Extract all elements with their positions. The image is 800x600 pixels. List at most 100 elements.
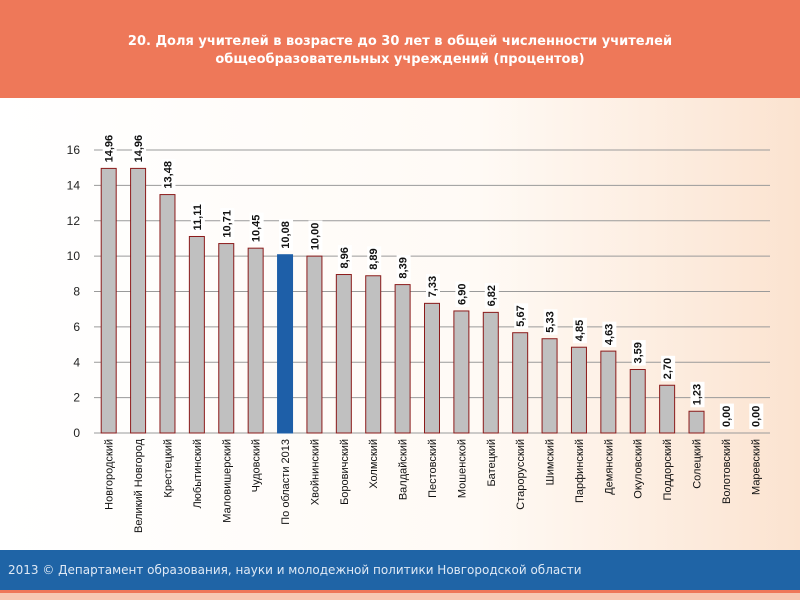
value-label: 8,89 bbox=[368, 248, 380, 269]
bar bbox=[100, 167, 117, 434]
value-label-group: 10,00 bbox=[308, 220, 323, 253]
value-label-group: 2,70 bbox=[661, 355, 676, 382]
value-label-box bbox=[572, 317, 587, 344]
bar bbox=[218, 243, 235, 434]
value-label-box bbox=[279, 219, 294, 251]
value-label-box bbox=[190, 202, 205, 233]
bar bbox=[600, 350, 617, 434]
category-label: Волотовский bbox=[721, 439, 733, 504]
value-label-group: 10,08 bbox=[279, 219, 294, 251]
value-label-group: 14,96 bbox=[132, 132, 147, 165]
value-label: 10,08 bbox=[280, 221, 292, 249]
bar bbox=[277, 254, 294, 434]
value-label-box bbox=[631, 340, 646, 366]
value-label: 6,90 bbox=[456, 284, 468, 305]
category-label: Боровичский bbox=[339, 439, 351, 505]
category-label: Маловишерский bbox=[221, 439, 233, 523]
value-label-group: 4,85 bbox=[572, 317, 587, 344]
value-label-group: 0,00 bbox=[749, 403, 764, 429]
value-label: 5,67 bbox=[515, 305, 527, 326]
value-label: 10,00 bbox=[309, 223, 321, 251]
category-label: Мошенской bbox=[456, 439, 468, 498]
category-label: Валдайский bbox=[398, 439, 410, 500]
bar bbox=[541, 338, 558, 434]
value-label-group: 3,59 bbox=[631, 340, 646, 366]
bar bbox=[306, 255, 323, 434]
bar-chart: 0 2 4 6 8 10 12 14 16 14,96 Новгородский 14,96 Велик… bbox=[67, 132, 770, 533]
bar bbox=[159, 194, 176, 434]
bar bbox=[394, 284, 411, 434]
category-label: Пестовский bbox=[427, 439, 439, 498]
category-label: Новгородский bbox=[104, 439, 116, 510]
category-label: Хвойнинский bbox=[309, 439, 321, 505]
y-tick-label: 16 bbox=[67, 143, 81, 157]
value-label-group: 8,39 bbox=[396, 255, 411, 281]
y-tick-label: 6 bbox=[73, 320, 80, 334]
category-label: Холмский bbox=[368, 439, 380, 489]
value-label: 7,33 bbox=[427, 276, 439, 297]
value-label: 0,00 bbox=[750, 406, 762, 427]
bar bbox=[688, 410, 705, 434]
value-label-box bbox=[337, 245, 352, 271]
bar bbox=[629, 369, 646, 434]
footer-bar: 2013 © Департамент образования, науки и … bbox=[0, 550, 800, 590]
category-label: Великий Новгород bbox=[133, 438, 145, 533]
y-tick-label: 8 bbox=[73, 285, 80, 299]
value-label-box bbox=[749, 403, 764, 429]
bar bbox=[512, 332, 529, 434]
chart-title-line2: общеобразовательных учреждений (проценто… bbox=[215, 52, 585, 67]
chart-title-line1: 20. Доля учителей в возрасте до 30 лет в… bbox=[127, 34, 673, 49]
bar bbox=[130, 167, 147, 434]
value-label-group: 7,33 bbox=[426, 273, 440, 300]
y-tick-label: 10 bbox=[67, 249, 81, 263]
value-label-group: 6,90 bbox=[455, 281, 470, 307]
value-label: 10,45 bbox=[251, 215, 263, 243]
footer-accent-line bbox=[0, 590, 800, 593]
value-label-box bbox=[161, 159, 176, 191]
value-label: 11,11 bbox=[192, 204, 204, 230]
category-label: Крестецкий bbox=[162, 439, 174, 498]
chart-panel: 0 2 4 6 8 10 12 14 16 14,96 Новгородский 14,96 Велик… bbox=[0, 98, 800, 550]
value-label-group: 8,89 bbox=[367, 246, 382, 272]
value-label-box bbox=[690, 381, 705, 408]
value-label-box bbox=[426, 273, 440, 300]
value-label-box bbox=[367, 246, 382, 272]
value-label-group: 11,11 bbox=[190, 202, 205, 233]
value-label-group: 6,82 bbox=[484, 282, 499, 309]
value-label-group: 14,96 bbox=[102, 132, 117, 165]
value-label-box bbox=[102, 132, 117, 165]
category-label: По области 2013 bbox=[280, 439, 292, 525]
y-tick-label: 2 bbox=[73, 391, 80, 405]
bar bbox=[570, 346, 587, 434]
value-label-box bbox=[543, 309, 558, 335]
category-label: Любытинский bbox=[192, 439, 204, 509]
value-label-group: 4,63 bbox=[602, 321, 617, 348]
category-label: Чудовский bbox=[251, 439, 263, 492]
value-label: 5,33 bbox=[545, 311, 557, 332]
value-label: 8,96 bbox=[339, 247, 351, 268]
value-label: 2,70 bbox=[662, 358, 674, 379]
value-label-box bbox=[484, 282, 499, 309]
y-tick-label: 0 bbox=[73, 426, 80, 440]
bar bbox=[365, 275, 382, 434]
header-banner: 20. Доля учителей в возрасте до 30 лет в… bbox=[0, 0, 800, 98]
value-label-box bbox=[308, 220, 323, 253]
bottom-strip bbox=[0, 593, 800, 600]
value-label-box bbox=[661, 355, 676, 382]
value-label-group: 5,33 bbox=[543, 309, 558, 335]
category-label: Демянский bbox=[603, 439, 615, 495]
value-label: 4,63 bbox=[603, 324, 615, 345]
value-label-group: 10,71 bbox=[220, 208, 235, 240]
value-label-group: 0,00 bbox=[719, 403, 734, 429]
value-label-box bbox=[602, 321, 617, 348]
chart-title: 20. Доля учителей в возрасте до 30 лет в… bbox=[60, 33, 740, 69]
category-label: Шимский bbox=[545, 439, 557, 485]
value-label-box bbox=[396, 255, 411, 281]
value-label-box bbox=[514, 303, 529, 329]
category-label: Солецкий bbox=[692, 439, 704, 489]
value-label-group: 1,23 bbox=[690, 381, 705, 408]
value-label: 10,71 bbox=[221, 210, 233, 238]
value-label: 6,82 bbox=[486, 285, 498, 306]
value-label: 4,85 bbox=[574, 320, 586, 341]
y-tick-label: 14 bbox=[67, 178, 81, 192]
